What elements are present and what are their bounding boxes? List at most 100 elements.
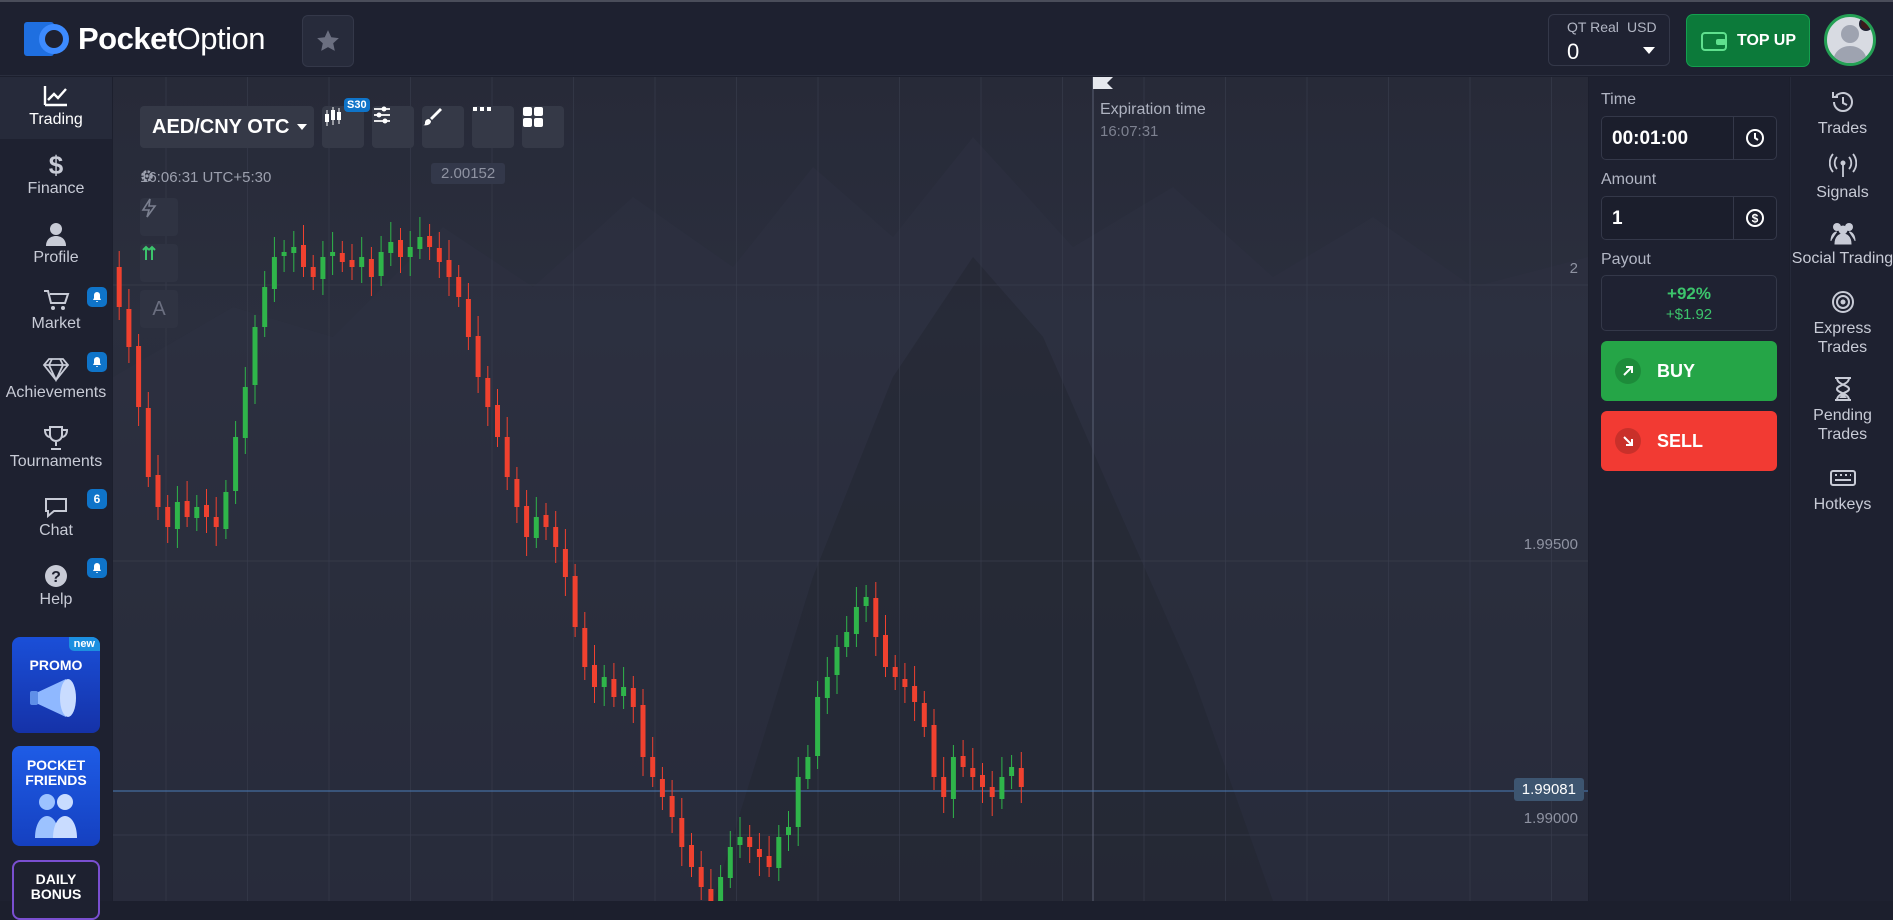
brand-logo[interactable]: PocketOption (24, 20, 266, 58)
bonus-label-1: DAILY (35, 871, 77, 887)
gear-icon[interactable] (140, 169, 154, 183)
candle-down (553, 527, 559, 547)
sidebar-item-market[interactable]: Market (0, 281, 112, 343)
bonus-label-2: BONUS (30, 886, 82, 902)
candle-down (339, 253, 345, 262)
layout-grid-button[interactable] (522, 106, 564, 148)
new-badge: new (68, 637, 100, 651)
candle-up (533, 517, 539, 538)
asset-pair-label: AED/CNY OTC (152, 115, 290, 138)
candle-down (543, 515, 549, 527)
avatar[interactable] (1824, 14, 1876, 66)
sell-label: SELL (1657, 430, 1704, 451)
candle-up (194, 507, 200, 518)
brand-name: PocketOption (78, 21, 266, 56)
sidebar-item-tournaments[interactable]: Tournaments (0, 419, 112, 481)
account-selector[interactable]: QT Real USD 0 (1548, 14, 1670, 66)
candle-down (582, 628, 588, 667)
clock-icon[interactable] (1745, 128, 1765, 148)
daily-bonus-card[interactable]: DAILY BONUS (12, 860, 100, 920)
indicators-button[interactable] (372, 106, 414, 148)
promo-card[interactable]: new PROMO (12, 637, 100, 733)
svg-text:$: $ (49, 152, 64, 178)
amount-input[interactable]: 1 $ (1601, 196, 1777, 240)
history-icon (1831, 91, 1853, 112)
rightnav-item-pending-trades[interactable]: Pending Trades (1791, 376, 1893, 444)
payout-display: +92% +$1.92 (1601, 275, 1777, 331)
high-price-marker: 2.00152 (431, 163, 506, 184)
candle-up (281, 252, 287, 256)
chart-area[interactable]: AED/CNY OTC S30 16:06:31 UTC+5:30 2.0015… (113, 77, 1588, 901)
candle-down (310, 267, 316, 277)
candle-up (330, 252, 336, 256)
auto-scale-tool[interactable]: A (140, 290, 178, 328)
currency-dollar-icon[interactable]: $ (1745, 208, 1765, 228)
candle-up (776, 837, 782, 868)
candle-down (514, 479, 520, 507)
signals-tool[interactable] (140, 244, 178, 282)
amount-value: 1 (1612, 208, 1623, 229)
left-sidebar: Trading $ Finance Profile Market Achieve… (0, 77, 112, 920)
candle-up (737, 837, 743, 845)
candlestick-chart[interactable] (113, 77, 1588, 901)
current-price-tag: 1.99081 (1513, 778, 1584, 801)
pocket-friends-card[interactable]: POCKET FRIENDS (12, 746, 100, 846)
rightnav-item-label: Pending Trades (1813, 407, 1872, 443)
favorites-button[interactable] (302, 15, 354, 67)
rightnav-item-social-trading[interactable]: Social Trading (1791, 219, 1893, 268)
dollar-icon: $ (49, 152, 64, 178)
market-notification-badge (87, 287, 107, 307)
sell-button[interactable]: SELL (1601, 411, 1777, 471)
rightnav-item-trades[interactable]: Trades (1791, 89, 1893, 138)
candle-down (204, 505, 209, 517)
sidebar-item-achievements[interactable]: Achievements (0, 350, 112, 412)
sidebar-item-finance[interactable]: $ Finance (0, 146, 112, 208)
svg-text:$: $ (1752, 212, 1759, 226)
sidebar-item-profile[interactable]: Profile (0, 215, 112, 277)
drawing-tools-button[interactable] (422, 106, 464, 148)
quick-trade-tool[interactable] (140, 198, 178, 236)
candle-up (718, 877, 724, 901)
cart-icon (44, 290, 70, 310)
sidebar-item-label: Finance (27, 180, 85, 197)
candle-down (650, 757, 656, 777)
candle-up (388, 242, 394, 253)
rightnav-item-signals[interactable]: Signals (1791, 153, 1893, 202)
rightnav-item-hotkeys[interactable]: Hotkeys (1791, 465, 1893, 514)
buy-label: BUY (1657, 360, 1696, 381)
sidebar-item-label: Market (31, 315, 81, 332)
chart-toolbar: AED/CNY OTC S30 (140, 98, 564, 148)
candle-up (853, 607, 859, 634)
candle-up (834, 647, 840, 675)
diamond-icon (42, 358, 70, 382)
arrows-up-icon (142, 245, 156, 260)
candle-up (621, 687, 627, 696)
candle-up (271, 257, 277, 289)
timeframe-button[interactable]: S30 (322, 98, 370, 148)
candle-up (262, 287, 268, 327)
y-tick-label: 2 (1569, 260, 1578, 277)
signal-icon (1828, 153, 1857, 177)
top-up-label: TOP UP (1737, 31, 1796, 49)
candle-down (640, 705, 646, 757)
top-up-button[interactable]: TOP UP (1686, 14, 1810, 67)
help-notification-badge (87, 558, 107, 578)
candle-down (504, 437, 510, 477)
candle-up (844, 632, 850, 647)
rightnav-item-express-trades[interactable]: Express Trades (1791, 289, 1893, 357)
candle-down (873, 598, 879, 637)
buy-button[interactable]: BUY (1601, 341, 1777, 401)
candle-down (1018, 768, 1024, 787)
friends-label-2: FRIENDS (25, 772, 87, 788)
candle-down (669, 796, 675, 817)
sidebar-item-trading[interactable]: Trading (0, 77, 112, 139)
asset-selector[interactable]: AED/CNY OTC (140, 106, 314, 148)
more-options-button[interactable] (472, 106, 514, 148)
sidebar-item-chat[interactable]: Chat (0, 488, 112, 550)
time-input[interactable]: 00:01:00 (1601, 116, 1777, 160)
candle-down (465, 299, 471, 337)
candle-down (126, 309, 132, 347)
candle-down (883, 635, 888, 667)
candle-up (795, 777, 801, 827)
sidebar-item-help[interactable]: ? Help (0, 557, 112, 619)
